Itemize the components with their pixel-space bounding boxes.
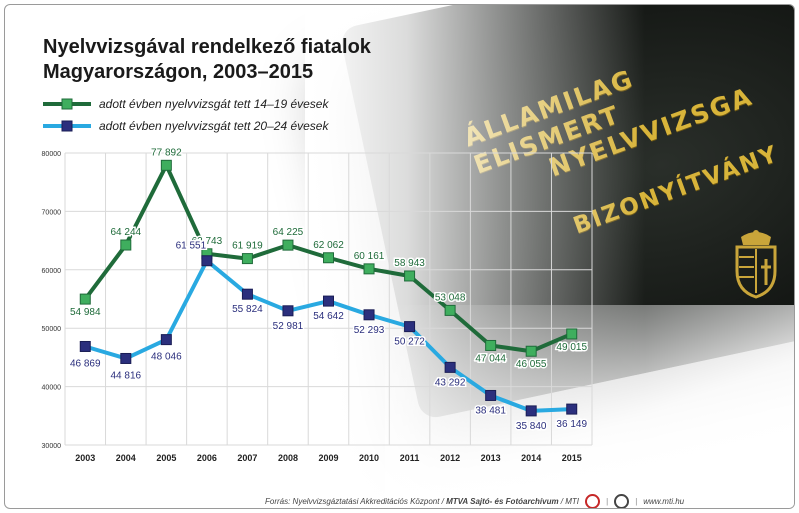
x-tick-label: 2003 xyxy=(75,453,95,463)
data-label-14-19: 62 743 xyxy=(192,236,223,247)
y-tick-label: 50000 xyxy=(42,326,62,333)
data-label-14-19: 54 984 xyxy=(70,307,101,318)
legend-label-14-19: adott évben nyelvvizsgát tett 14–19 éves… xyxy=(99,97,329,111)
legend-label-20-24: adott évben nyelvvizsgát tett 20–24 éves… xyxy=(99,119,329,133)
chart-legend: adott évben nyelvvizsgát tett 14–19 éves… xyxy=(43,93,328,137)
data-label-14-19: 49 015 xyxy=(556,342,587,353)
line-chart: 30000 40000 50000 60000 70000 80000 2003 2004 20… xyxy=(42,146,593,463)
legend-item-20-24: adott évben nyelvvizsgát tett 20–24 éves… xyxy=(43,115,328,137)
photo-fade-bottom xyxy=(385,305,794,508)
data-label-14-19: 58 943 xyxy=(394,258,425,269)
x-tick-label: 2010 xyxy=(359,453,379,463)
data-point-14-19 xyxy=(79,293,91,305)
data-point-14-19 xyxy=(444,304,456,316)
mtva-logo-icon xyxy=(585,494,601,508)
data-label-14-19: 60 161 xyxy=(354,251,385,262)
data-label-20-24: 54 642 xyxy=(313,311,344,322)
legend-swatch-20-24 xyxy=(43,120,91,132)
y-tick-label: 70000 xyxy=(42,209,62,216)
legend-swatch-14-19 xyxy=(43,98,91,110)
source-text: Forrás: Nyelvvizsgáztatási Akkreditációs… xyxy=(265,497,580,506)
data-point-20-24 xyxy=(79,340,91,352)
data-point-14-19 xyxy=(160,159,172,171)
data-point-20-24 xyxy=(363,309,375,321)
data-point-14-19 xyxy=(323,252,334,264)
chart-title: Nyelvvizsgával rendelkező fiatalok Magya… xyxy=(43,35,403,85)
data-label-20-24: 52 293 xyxy=(354,325,385,336)
data-point-20-24 xyxy=(201,255,213,267)
data-point-14-19 xyxy=(404,270,416,282)
data-label-20-24: 43 292 xyxy=(435,377,466,388)
chart-title-line1: Nyelvvizsgával rendelkező fiatalok xyxy=(43,36,371,58)
x-tick-label: 2014 xyxy=(521,453,541,463)
x-tick-label: 2009 xyxy=(318,453,338,463)
data-point-20-24 xyxy=(282,305,294,317)
data-label-20-24: 52 981 xyxy=(273,321,304,332)
x-tick-label: 2004 xyxy=(116,453,136,463)
site-url: www.mti.hu xyxy=(643,497,685,506)
footer-credits: Forrás: Nyelvvizsgáztatási Akkreditációs… xyxy=(265,494,794,508)
data-label-14-19: 53 048 xyxy=(435,292,466,303)
y-tick-label: 60000 xyxy=(42,268,62,275)
data-point-14-19 xyxy=(485,339,497,351)
data-label-20-24: 44 816 xyxy=(111,370,142,381)
data-point-20-24 xyxy=(525,405,537,417)
x-tick-label: 2012 xyxy=(440,453,460,463)
y-tick-label: 80000 xyxy=(42,151,62,158)
data-label-14-19: 64 244 xyxy=(111,227,142,238)
data-point-20-24 xyxy=(444,361,456,373)
data-label-20-24: 36 149 xyxy=(556,419,587,430)
y-tick-label: 40000 xyxy=(42,385,62,392)
y-tick-label: 30000 xyxy=(42,443,62,450)
data-point-20-24 xyxy=(241,288,253,300)
infographic-frame: ÁLLAMILAG ELISMERT NYELVVIZSGA BIZONYÍTV… xyxy=(4,4,795,509)
data-label-14-19: 46 055 xyxy=(516,359,547,370)
data-point-20-24 xyxy=(160,334,172,346)
data-point-14-19 xyxy=(525,345,537,357)
data-label-14-19: 64 225 xyxy=(273,227,304,238)
x-tick-label: 2013 xyxy=(481,453,501,463)
mti-logo-icon xyxy=(614,494,630,508)
data-label-20-24: 35 840 xyxy=(516,421,547,432)
separator: | xyxy=(635,497,638,506)
separator: | xyxy=(606,497,609,506)
data-label-20-24: 55 824 xyxy=(232,304,263,315)
x-tick-label: 2005 xyxy=(156,453,176,463)
data-point-20-24 xyxy=(404,321,416,333)
x-tick-label: 2015 xyxy=(562,453,582,463)
series-line-20-24 xyxy=(84,258,572,413)
data-label-20-24: 46 869 xyxy=(70,358,101,369)
x-tick-label: 2011 xyxy=(400,453,420,463)
data-label-20-24: 50 272 xyxy=(394,337,425,348)
data-point-20-24 xyxy=(485,389,497,401)
data-label-20-24: 48 046 xyxy=(151,352,182,363)
hungarian-coat-of-arms-icon xyxy=(735,230,777,299)
legend-item-14-19: adott évben nyelvvizsgát tett 14–19 éves… xyxy=(43,93,328,115)
chart-title-line2: Magyarországon, 2003–2015 xyxy=(43,61,314,83)
data-point-14-19 xyxy=(282,239,294,251)
x-tick-label: 2008 xyxy=(278,453,298,463)
data-label-20-24: 38 481 xyxy=(475,405,506,416)
data-point-20-24 xyxy=(323,295,334,307)
data-point-14-19 xyxy=(566,328,578,340)
data-label-14-19: 62 062 xyxy=(313,240,344,251)
data-point-14-19 xyxy=(120,239,132,251)
data-label-14-19: 61 919 xyxy=(232,241,263,252)
data-label-14-19: 77 892 xyxy=(151,147,182,158)
x-tick-label: 2006 xyxy=(197,453,217,463)
data-point-20-24 xyxy=(120,352,132,364)
data-point-14-19 xyxy=(363,263,375,275)
data-point-20-24 xyxy=(566,403,578,415)
x-tick-label: 2007 xyxy=(237,453,257,463)
data-label-14-19: 47 044 xyxy=(475,353,506,364)
data-point-14-19 xyxy=(241,253,253,265)
data-label-20-24: 61 551 xyxy=(176,241,207,252)
